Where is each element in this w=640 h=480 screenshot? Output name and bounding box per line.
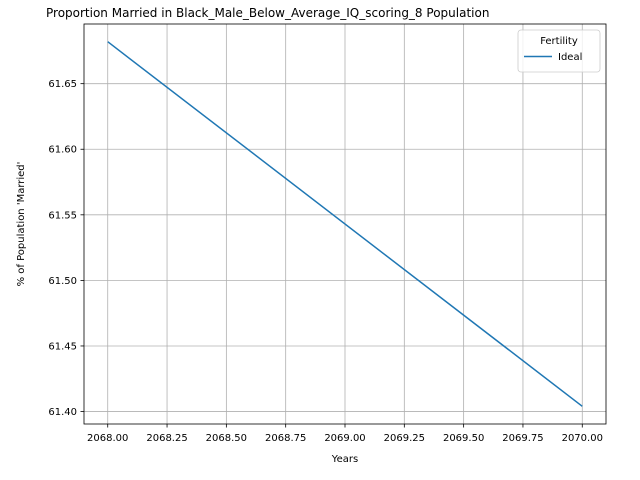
- y-tick-label: 61.45: [48, 341, 77, 352]
- y-tick-label: 61.60: [48, 145, 77, 156]
- x-tick-label: 2069.25: [384, 433, 425, 444]
- y-axis: 61.40 61.45 61.50 61.55 61.60 61.65: [48, 79, 84, 418]
- y-tick-label: 61.65: [48, 79, 77, 90]
- x-tick-label: 2070.00: [562, 433, 603, 444]
- legend-title: Fertility: [540, 36, 578, 47]
- x-axis-label: Years: [331, 454, 358, 465]
- series-layer: [107, 41, 583, 407]
- x-tick-label: 2068.50: [206, 433, 247, 444]
- y-axis-label: % of Population 'Married': [16, 162, 27, 287]
- x-tick-label: 2068.25: [146, 433, 187, 444]
- legend-box: [517, 29, 601, 73]
- x-tick-label: 2069.75: [502, 433, 543, 444]
- x-tick-label: 2068.75: [265, 433, 306, 444]
- x-tick-label: 2068.00: [87, 433, 128, 444]
- x-tick-label: 2069.00: [324, 433, 365, 444]
- y-tick-label: 61.50: [48, 276, 77, 287]
- y-tick-label: 61.55: [48, 210, 77, 221]
- legend-entry-label: Ideal: [558, 52, 582, 63]
- series-line-ideal: [107, 41, 583, 407]
- x-tick-label: 2069.50: [443, 433, 484, 444]
- legend: Fertility Ideal: [517, 29, 601, 73]
- x-axis: 2068.00 2068.25 2068.50 2068.75 2069.00 2069.…: [87, 424, 603, 444]
- chart-title: Proportion Married in Black_Male_Below_A…: [46, 6, 489, 20]
- y-tick-label: 61.40: [48, 407, 77, 418]
